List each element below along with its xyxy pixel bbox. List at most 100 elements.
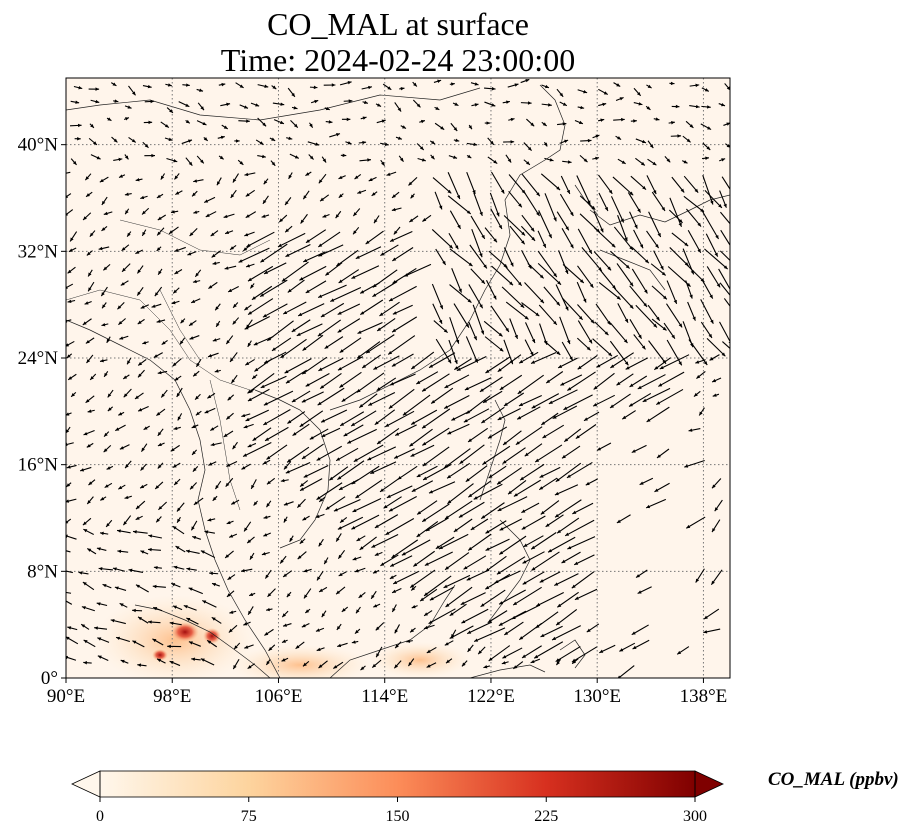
wind-vector bbox=[577, 228, 593, 255]
wind-vector-head bbox=[354, 629, 359, 634]
wind-vector bbox=[247, 298, 274, 316]
wind-vector-head bbox=[624, 237, 628, 242]
wind-vector-head bbox=[189, 336, 194, 340]
wind-vector-head bbox=[85, 176, 90, 181]
wind-vector-head bbox=[591, 205, 596, 210]
wind-vector-head bbox=[153, 354, 158, 358]
wind-vector-head bbox=[252, 375, 257, 379]
wind-vector bbox=[524, 282, 545, 304]
wind-vector bbox=[572, 502, 594, 515]
wind-vector bbox=[376, 317, 396, 332]
wind-vector-head bbox=[530, 659, 535, 664]
wind-vector bbox=[449, 248, 473, 267]
wind-vector-head bbox=[117, 549, 122, 554]
wind-vector-head bbox=[671, 121, 675, 125]
wind-vector-head bbox=[67, 299, 72, 304]
wind-vector-head bbox=[467, 647, 472, 652]
wind-vector-head bbox=[562, 102, 567, 106]
wind-vector-head bbox=[507, 158, 512, 163]
wind-vector-head bbox=[678, 361, 682, 366]
wind-vector bbox=[374, 514, 399, 529]
wind-vector bbox=[617, 214, 628, 242]
wind-vector bbox=[66, 518, 72, 524]
wind-vector-head bbox=[723, 203, 727, 208]
wind-vector-head bbox=[493, 238, 497, 243]
wind-vector-head bbox=[673, 299, 677, 304]
wind-vector bbox=[571, 646, 598, 663]
wind-vector-head bbox=[285, 253, 290, 257]
wind-vector-head bbox=[135, 516, 140, 520]
wind-vector bbox=[706, 337, 726, 357]
wind-vector bbox=[302, 334, 324, 351]
wind-vector bbox=[372, 281, 398, 298]
wind-vector-head bbox=[454, 102, 459, 106]
wind-vector-head bbox=[467, 298, 472, 303]
wind-vector-head bbox=[485, 585, 490, 590]
wind-vector-head bbox=[243, 453, 248, 457]
wind-vector bbox=[447, 172, 461, 200]
wind-vector-head bbox=[340, 422, 345, 426]
wind-vector-head bbox=[652, 161, 657, 166]
wind-vector-head bbox=[262, 460, 267, 465]
wind-vector-head bbox=[110, 619, 115, 623]
wind-vector-head bbox=[513, 665, 518, 669]
wind-vector-head bbox=[479, 253, 483, 258]
wind-vector-head bbox=[536, 192, 540, 197]
wind-vector-head bbox=[678, 222, 682, 227]
wind-vector-head bbox=[271, 161, 276, 166]
wind-vector-head bbox=[241, 466, 246, 470]
wind-vector bbox=[335, 447, 359, 462]
wind-vector-head bbox=[82, 582, 87, 586]
wind-vector-head bbox=[638, 102, 643, 106]
wind-vector-head bbox=[87, 409, 92, 413]
wind-vector-head bbox=[510, 140, 515, 144]
wind-vector-head bbox=[422, 441, 427, 446]
wind-vector-head bbox=[173, 426, 178, 430]
wind-vector-head bbox=[392, 328, 397, 333]
wind-vector bbox=[539, 466, 561, 478]
wind-vector-head bbox=[333, 665, 338, 669]
y-tick-label: 16°N bbox=[18, 455, 59, 476]
wind-vector-head bbox=[285, 228, 290, 233]
wind-vector-head bbox=[501, 661, 506, 665]
wind-vector-head bbox=[341, 608, 346, 612]
x-tick-label: 130°E bbox=[573, 686, 621, 707]
wind-vector-head bbox=[497, 507, 502, 511]
wind-vector-head bbox=[595, 156, 600, 161]
wind-vector-head bbox=[600, 228, 604, 233]
wind-vector bbox=[297, 303, 325, 317]
wind-vector-head bbox=[375, 626, 380, 631]
wind-vector bbox=[491, 265, 514, 286]
wind-vector-head bbox=[112, 567, 117, 571]
wind-vector-head bbox=[699, 411, 703, 416]
y-tick-label: 24°N bbox=[18, 348, 59, 369]
wind-vector-head bbox=[383, 504, 388, 509]
wind-vector-head bbox=[408, 181, 413, 186]
wind-vector-head bbox=[468, 493, 473, 498]
wind-vector bbox=[463, 408, 490, 423]
wind-vector-head bbox=[555, 513, 559, 518]
wind-vector bbox=[700, 299, 714, 324]
wind-vector-head bbox=[207, 394, 212, 399]
wind-vector-head bbox=[401, 552, 406, 556]
wind-vector-head bbox=[291, 398, 296, 403]
wind-vector bbox=[305, 229, 327, 244]
wind-vector-head bbox=[211, 253, 216, 258]
wind-vector-head bbox=[285, 201, 289, 206]
wind-vector-head bbox=[386, 494, 391, 498]
wind-vector-head bbox=[303, 594, 308, 599]
wind-vector-head bbox=[631, 631, 636, 635]
wind-vector-head bbox=[315, 142, 320, 146]
wind-vector-head bbox=[677, 134, 682, 138]
wind-vector bbox=[557, 357, 578, 369]
wind-vector-head bbox=[522, 581, 527, 585]
wind-vector-head bbox=[646, 418, 651, 422]
wind-vector-head bbox=[411, 604, 416, 609]
wind-vector bbox=[339, 371, 362, 388]
wind-vector-head bbox=[695, 578, 700, 583]
wind-vector-head bbox=[144, 144, 149, 148]
wind-vector bbox=[301, 391, 324, 403]
wind-vector-head bbox=[447, 500, 452, 504]
wind-vector-head bbox=[677, 650, 682, 655]
wind-vector-head bbox=[214, 369, 219, 373]
